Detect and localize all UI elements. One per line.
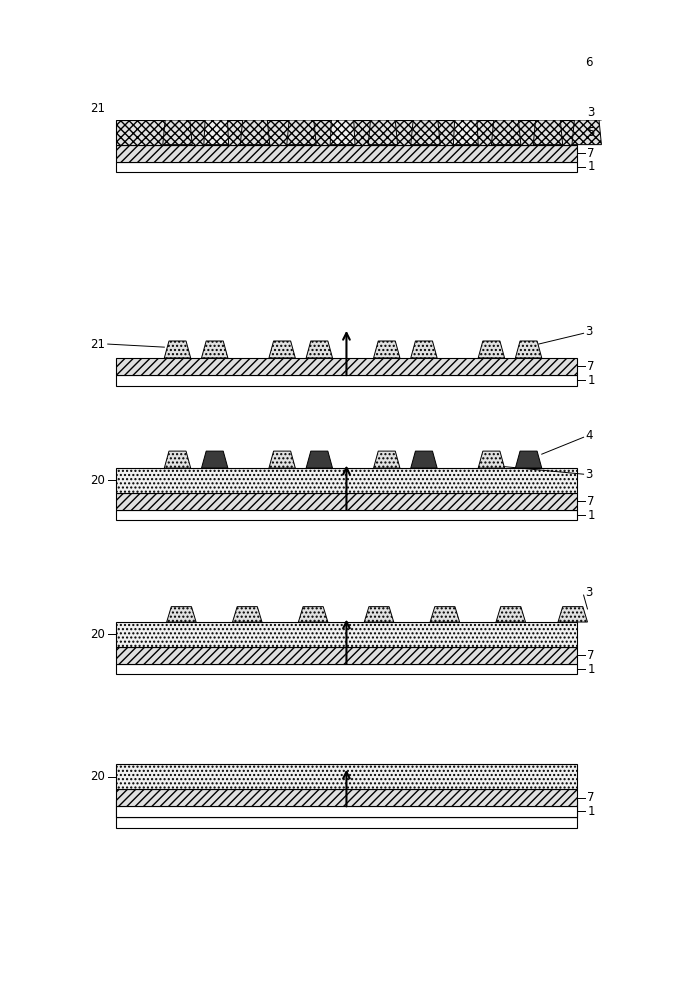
Polygon shape xyxy=(411,451,437,468)
Polygon shape xyxy=(572,97,602,145)
Polygon shape xyxy=(430,607,460,622)
Text: 1: 1 xyxy=(587,374,595,387)
Text: 3: 3 xyxy=(587,106,595,119)
Text: 4: 4 xyxy=(585,429,593,442)
Bar xyxy=(116,789,577,806)
Polygon shape xyxy=(364,607,393,622)
Polygon shape xyxy=(454,68,478,120)
Text: 20: 20 xyxy=(91,474,105,487)
Bar xyxy=(116,817,577,828)
Polygon shape xyxy=(233,607,262,622)
Bar xyxy=(116,510,577,520)
Text: 1: 1 xyxy=(587,509,595,522)
Bar xyxy=(116,162,577,172)
Polygon shape xyxy=(204,68,228,120)
Bar xyxy=(116,493,577,510)
Text: 6: 6 xyxy=(585,56,593,69)
Polygon shape xyxy=(306,451,333,468)
Text: 3: 3 xyxy=(585,325,593,338)
Bar xyxy=(116,120,577,145)
Polygon shape xyxy=(306,341,333,358)
Polygon shape xyxy=(558,607,587,622)
Polygon shape xyxy=(533,97,562,120)
Bar xyxy=(116,468,577,493)
Bar xyxy=(116,800,577,817)
Text: 7: 7 xyxy=(587,360,595,373)
Polygon shape xyxy=(240,97,270,120)
Bar xyxy=(116,375,577,386)
Polygon shape xyxy=(298,607,328,622)
Text: 7: 7 xyxy=(587,495,595,508)
Polygon shape xyxy=(164,341,191,358)
Polygon shape xyxy=(374,341,400,358)
Polygon shape xyxy=(411,341,437,358)
Bar xyxy=(116,806,577,817)
Text: 1: 1 xyxy=(587,663,595,676)
Polygon shape xyxy=(163,97,192,145)
Polygon shape xyxy=(533,97,562,145)
Polygon shape xyxy=(572,97,602,120)
Polygon shape xyxy=(368,97,397,120)
Text: 7: 7 xyxy=(587,791,595,804)
Text: 3: 3 xyxy=(585,468,593,481)
Text: 5: 5 xyxy=(587,126,595,139)
Polygon shape xyxy=(368,97,397,145)
Polygon shape xyxy=(491,97,521,145)
Polygon shape xyxy=(201,341,228,358)
Text: 1: 1 xyxy=(587,805,595,818)
Text: 3: 3 xyxy=(585,586,593,599)
Polygon shape xyxy=(330,68,355,145)
Polygon shape xyxy=(164,451,191,468)
Polygon shape xyxy=(269,451,295,468)
Polygon shape xyxy=(515,451,541,468)
Text: 21: 21 xyxy=(91,102,105,115)
Bar xyxy=(116,647,577,664)
Text: 20: 20 xyxy=(91,628,105,641)
Polygon shape xyxy=(204,68,228,145)
Text: 1: 1 xyxy=(587,160,595,173)
Text: 7: 7 xyxy=(587,147,595,160)
Polygon shape xyxy=(240,97,270,145)
Polygon shape xyxy=(478,341,504,358)
Polygon shape xyxy=(330,68,355,120)
Bar xyxy=(116,664,577,674)
Polygon shape xyxy=(478,451,504,468)
Polygon shape xyxy=(515,341,541,358)
Polygon shape xyxy=(374,451,400,468)
Bar xyxy=(116,764,577,789)
Text: 20: 20 xyxy=(91,770,105,783)
Polygon shape xyxy=(491,97,521,120)
Polygon shape xyxy=(287,97,316,120)
Bar xyxy=(116,622,577,647)
Polygon shape xyxy=(269,341,295,358)
Polygon shape xyxy=(411,97,440,145)
Text: 21: 21 xyxy=(91,338,105,351)
Polygon shape xyxy=(454,68,478,145)
Polygon shape xyxy=(287,97,316,145)
Polygon shape xyxy=(163,97,192,120)
Polygon shape xyxy=(201,451,228,468)
Text: 7: 7 xyxy=(587,649,595,662)
Polygon shape xyxy=(411,97,440,120)
Bar xyxy=(116,145,577,162)
Polygon shape xyxy=(496,607,525,622)
Polygon shape xyxy=(167,607,196,622)
Bar xyxy=(116,358,577,375)
